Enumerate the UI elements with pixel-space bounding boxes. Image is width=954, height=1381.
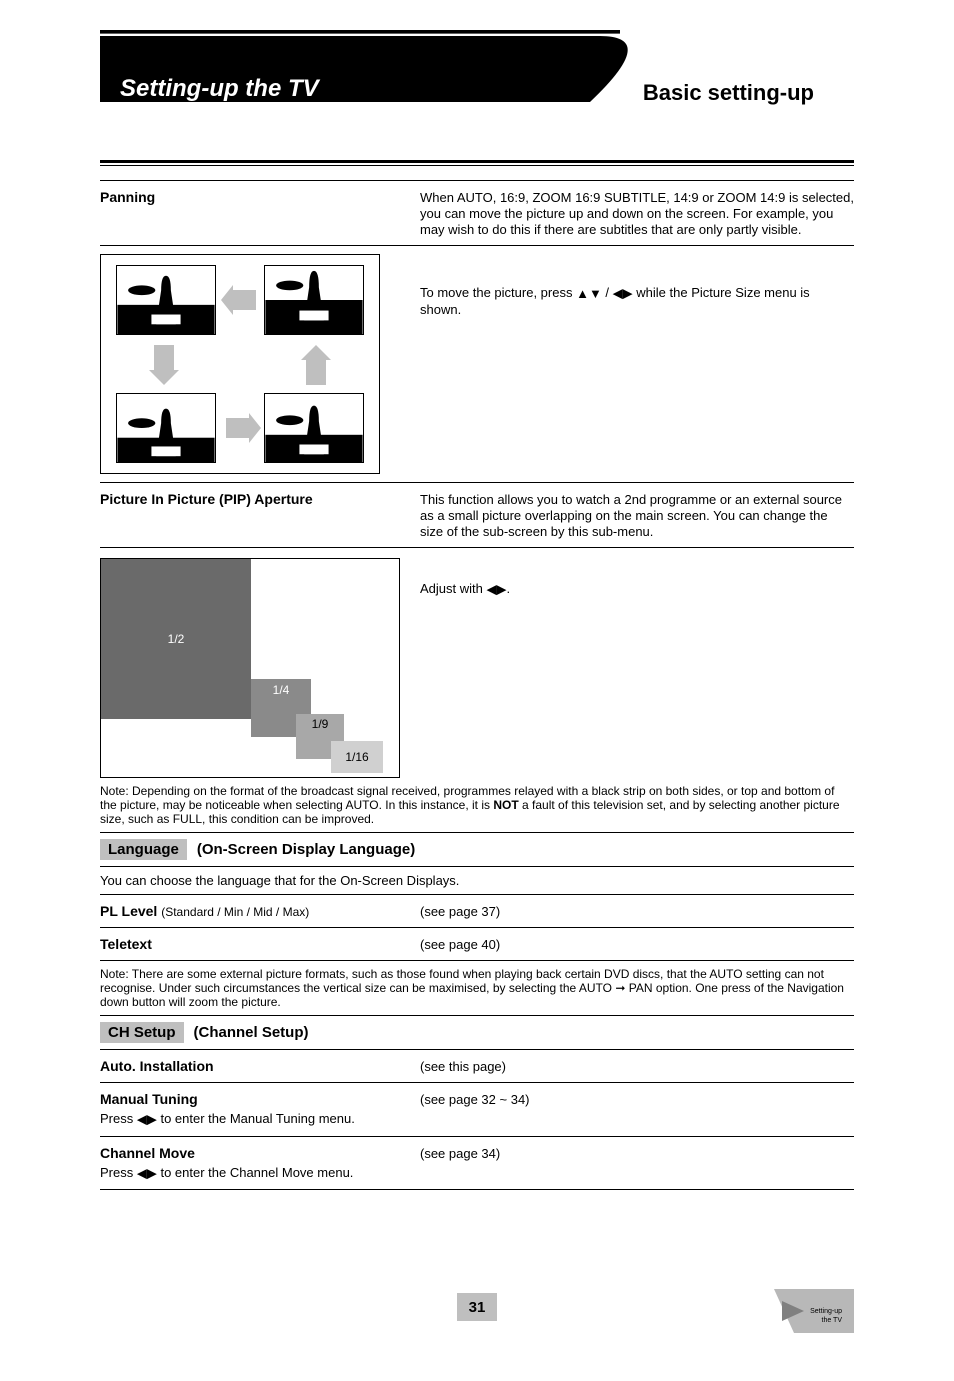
- note1-bold: NOT: [493, 798, 518, 812]
- nav-leftright-icon: ◀▶: [137, 1165, 157, 1180]
- aperture-14-label: 1/4: [273, 683, 290, 697]
- panning-label: Panning: [100, 189, 155, 205]
- aperture-instr-suffix: .: [506, 581, 510, 596]
- pllevel-options: (Standard / Min / Mid / Max): [161, 905, 309, 919]
- manual-instr-prefix: Press: [100, 1111, 137, 1126]
- aperture-instr-prefix: Adjust with: [420, 581, 486, 596]
- page-subtitle: Basic setting-up: [643, 80, 814, 106]
- autoinstall-desc: (see this page): [420, 1059, 506, 1074]
- section-autoinstall: Auto. Installation (see this page): [100, 1050, 854, 1083]
- aperture-illustration-row: 1/2 1/4 1/9 1/16 Adjust with ◀▶.: [100, 548, 854, 778]
- panning-desc: When AUTO, 16:9, ZOOM 16:9 SUBTITLE, 14:…: [420, 190, 854, 237]
- arrow-right-icon: [221, 413, 261, 443]
- panning-illustration: [100, 254, 380, 474]
- section-aperture: Picture In Picture (PIP) Aperture This f…: [100, 483, 854, 548]
- side-tab-line2: the TV: [782, 1317, 842, 1325]
- section-language-header: Language (On-Screen Display Language): [100, 833, 854, 867]
- aperture-box-116: 1/16: [331, 741, 383, 773]
- language-tag: Language: [100, 839, 187, 860]
- arrow-left-icon: [221, 285, 261, 315]
- section-manualtuning: Manual Tuning (see page 32 ~ 34) Press ◀…: [100, 1083, 854, 1137]
- pan-img-tr: [264, 265, 364, 335]
- language-heading: (On-Screen Display Language): [197, 841, 415, 858]
- panning-illustration-row: To move the picture, press ▲▼ / ◀▶ while…: [100, 246, 854, 483]
- language-desc: You can choose the language that for the…: [100, 867, 854, 895]
- panning-instr-mid: /: [602, 285, 613, 300]
- teletext-desc: (see page 40): [420, 937, 500, 952]
- pllevel-label: PL Level: [100, 903, 157, 919]
- pllevel-desc: (see page 37): [420, 904, 500, 919]
- autoinstall-label: Auto. Installation: [100, 1058, 214, 1074]
- header-divider: [100, 160, 854, 166]
- header-banner: Setting-up the TV Basic setting-up: [100, 30, 854, 150]
- aperture-desc: This function allows you to watch a 2nd …: [420, 492, 842, 539]
- aperture-illustration: 1/2 1/4 1/9 1/16: [100, 558, 400, 778]
- manual-desc: (see page 32 ~ 34): [420, 1092, 530, 1107]
- note-blackstrips: Note: Depending on the format of the bro…: [100, 778, 854, 833]
- section-chmove: Channel Move (see page 34) Press ◀▶ to e…: [100, 1137, 854, 1191]
- chmove-instr-suffix: to enter the Channel Move menu.: [157, 1165, 354, 1180]
- arrow-up-icon: [301, 345, 331, 385]
- page-number: 31: [457, 1293, 497, 1321]
- section-panning: Panning When AUTO, 16:9, ZOOM 16:9 SUBTI…: [100, 180, 854, 246]
- manual-instr-suffix: to enter the Manual Tuning menu.: [157, 1111, 355, 1126]
- nav-updown-icon: ▲▼: [576, 286, 602, 301]
- section-pllevel: PL Level (Standard / Min / Mid / Max) (s…: [100, 895, 854, 928]
- side-tab-text: Setting-up the TV: [782, 1308, 842, 1325]
- nav-leftright-icon: ◀▶: [486, 581, 506, 596]
- manual-label: Manual Tuning: [100, 1091, 198, 1107]
- aperture-box-12: 1/2: [101, 559, 251, 719]
- panning-instr-prefix: To move the picture, press: [420, 285, 576, 300]
- chmove-desc: (see page 34): [420, 1146, 500, 1161]
- pan-img-bl: [116, 393, 216, 463]
- nav-leftright-icon: ◀▶: [137, 1112, 157, 1127]
- chsetup-tag: CH Setup: [100, 1022, 184, 1043]
- side-tab-line1: Setting-up: [782, 1308, 842, 1316]
- arrow-down-icon: [149, 345, 179, 385]
- note-autopan: Note: There are some external picture fo…: [100, 961, 854, 1016]
- chmove-instr-prefix: Press: [100, 1165, 137, 1180]
- nav-leftright-icon: ◀▶: [613, 285, 633, 300]
- pan-img-tl: [116, 265, 216, 335]
- chsetup-heading: (Channel Setup): [194, 1024, 309, 1041]
- page-title: Setting-up the TV: [120, 75, 319, 103]
- aperture-19-label: 1/9: [312, 717, 329, 731]
- note2-arrow: ➞: [615, 981, 625, 995]
- section-chsetup-header: CH Setup (Channel Setup): [100, 1016, 854, 1050]
- chmove-label: Channel Move: [100, 1145, 195, 1161]
- section-teletext: Teletext (see page 40): [100, 928, 854, 961]
- teletext-label: Teletext: [100, 936, 152, 952]
- aperture-label: Picture In Picture (PIP) Aperture: [100, 491, 313, 507]
- aperture-12-label: 1/2: [168, 632, 185, 646]
- aperture-116-label: 1/16: [345, 750, 368, 764]
- pan-img-br: [264, 393, 364, 463]
